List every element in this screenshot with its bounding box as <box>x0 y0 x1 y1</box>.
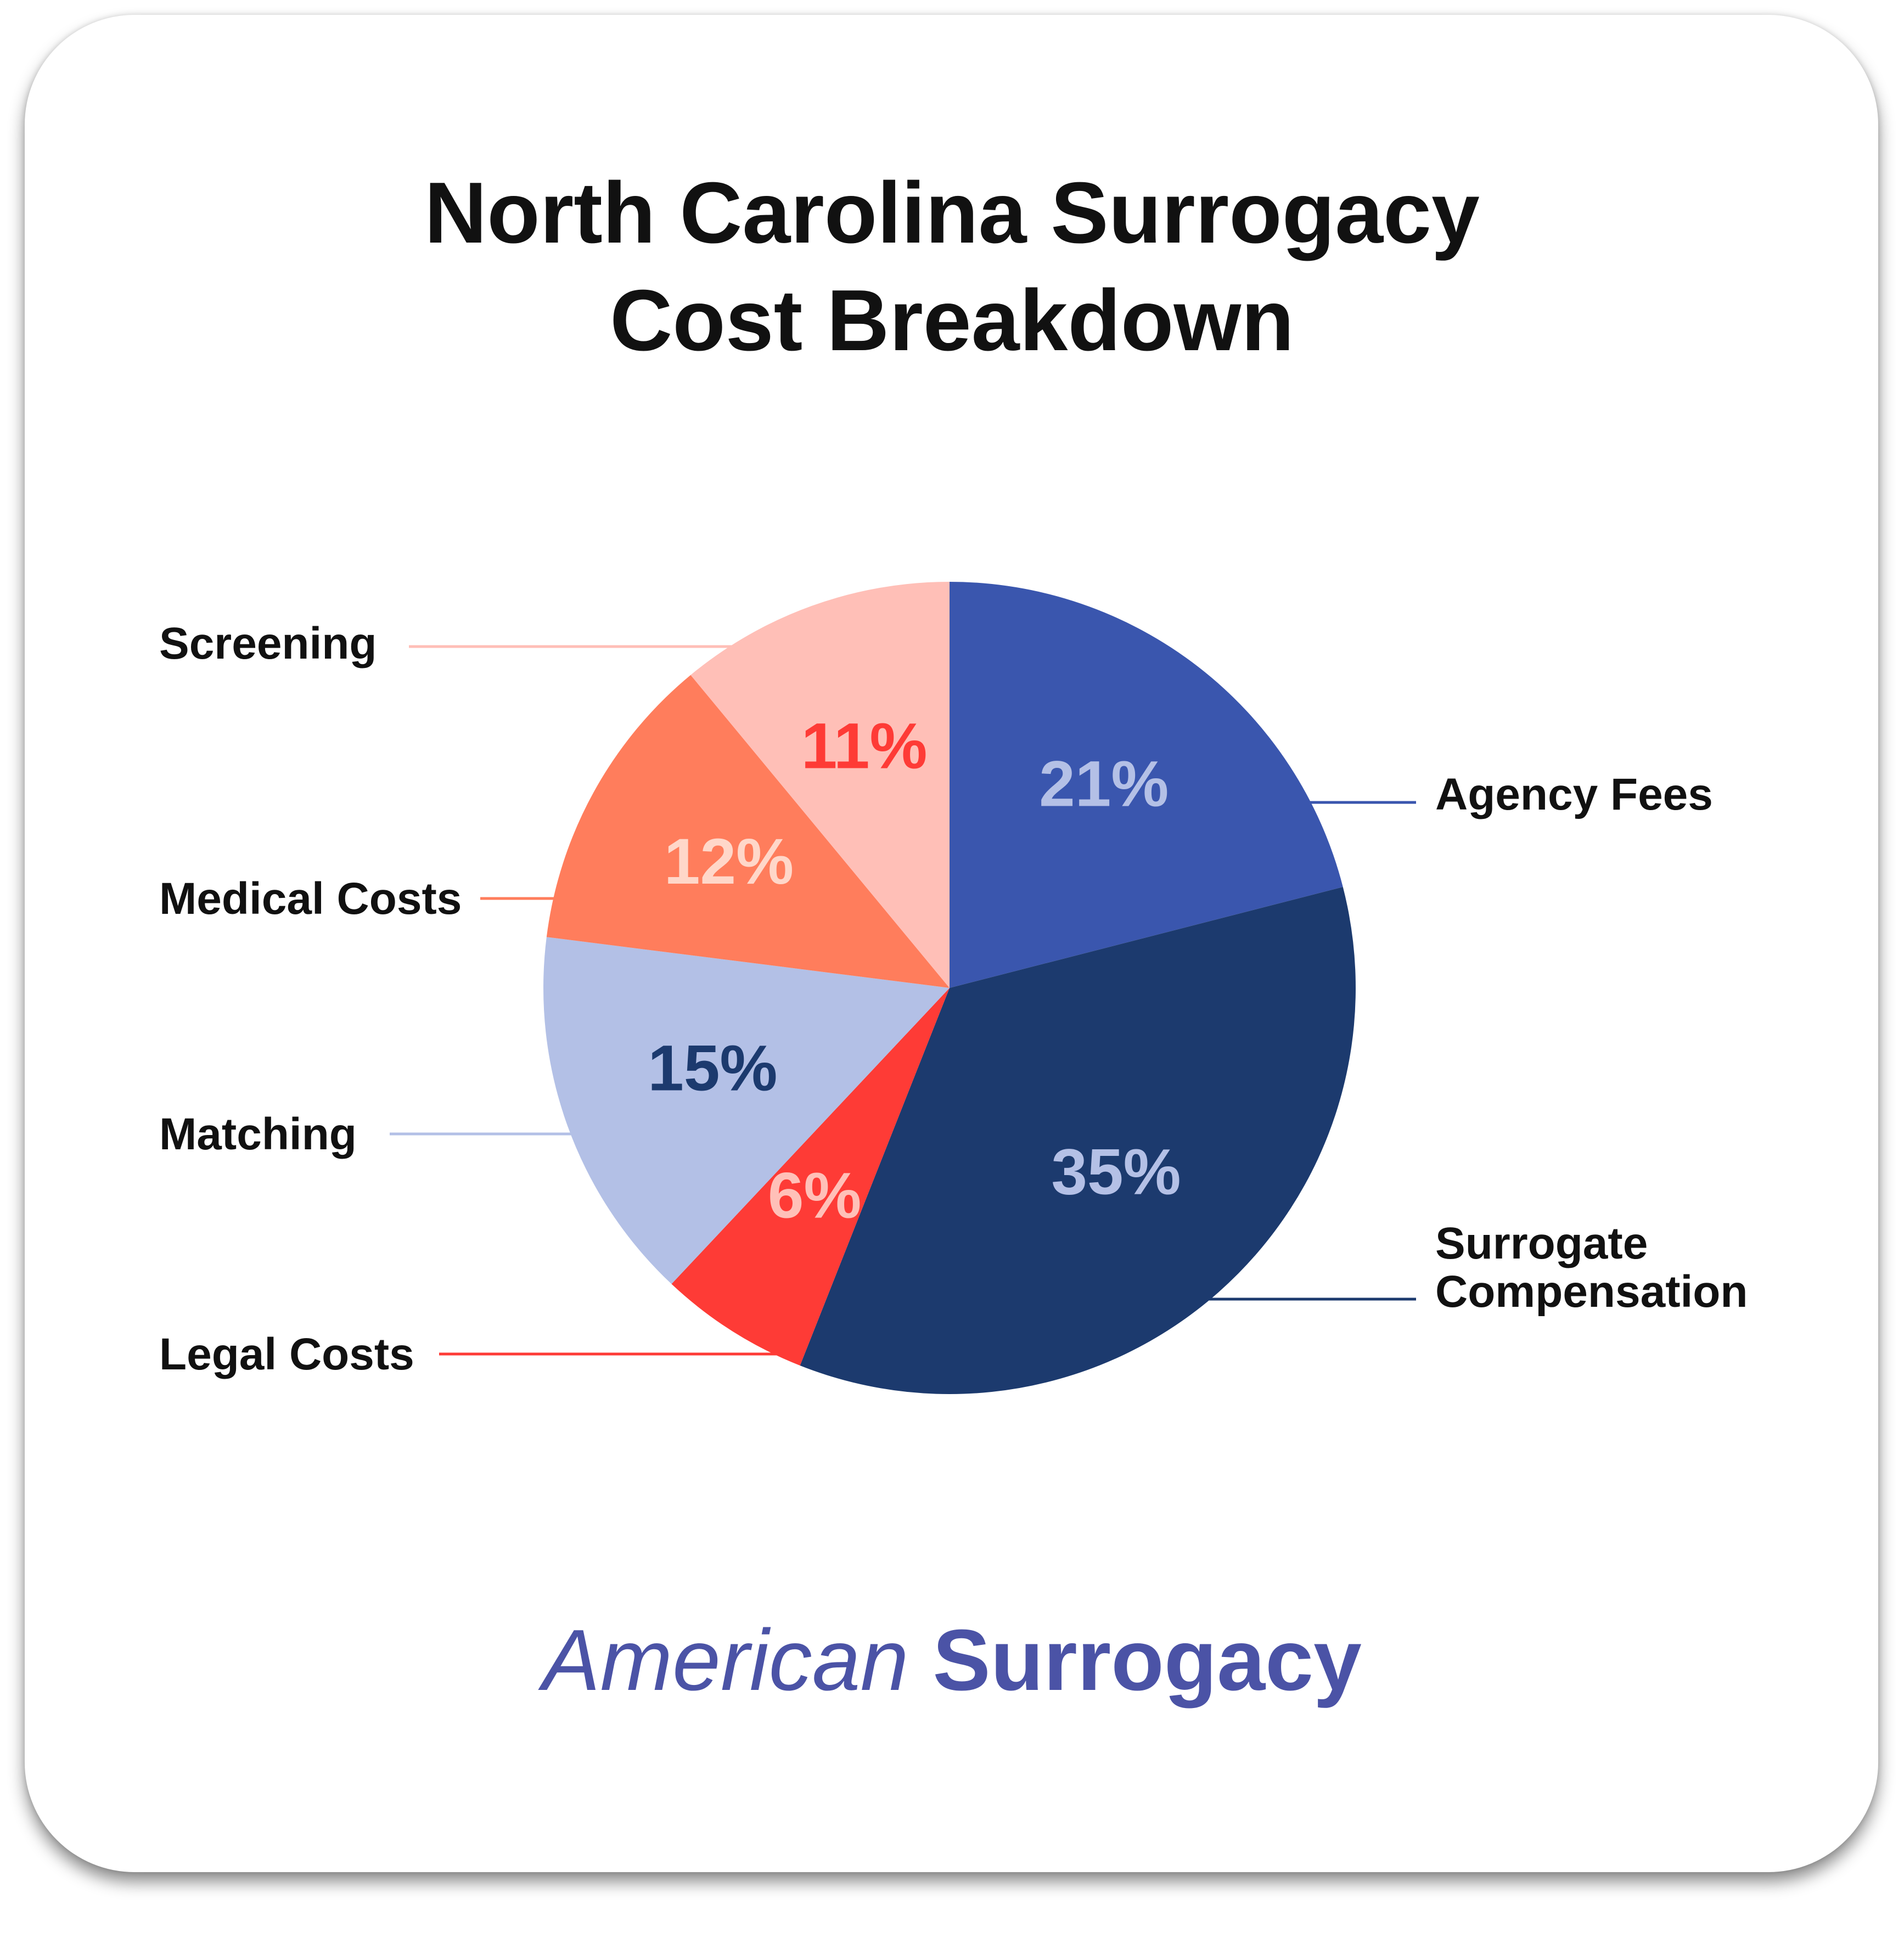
category-label-screening: Screening <box>159 619 377 669</box>
percent-label-surrogate-compensation: 35% <box>1051 1136 1181 1208</box>
category-label-line: Screening <box>159 619 377 669</box>
percent-labels: 21% 35% 6% 15% 12%11% <box>648 710 1181 1232</box>
pie-slice-surrogate-compensation <box>800 886 1356 1394</box>
pie-slice-matching <box>543 937 950 1284</box>
category-label-medical-costs: Medical Costs <box>159 874 462 924</box>
percent-label-legal-costs: 6% <box>768 1160 862 1232</box>
chart-title-line-1: North Carolina Surrogacy <box>424 165 1480 261</box>
percent-label-matching: 15% <box>648 1032 777 1105</box>
brand-logo: American Surrogacy <box>0 1605 1904 1715</box>
category-labels: Agency Fees Surrogate Compensation Legal Co… <box>159 619 1748 1379</box>
category-label-line: Surrogate <box>1435 1218 1648 1268</box>
percent-label-medical-costs: 12% <box>664 825 794 898</box>
brand-word-american: American <box>542 1612 909 1709</box>
category-label-line: Compensation <box>1435 1267 1748 1317</box>
chart-title-line-2: Cost Breakdown <box>610 272 1294 369</box>
pie-slice-medical-costs <box>546 675 950 988</box>
category-label-line: Matching <box>159 1109 357 1159</box>
chart-title: North Carolina Surrogacy Cost Breakdown <box>0 159 1904 374</box>
pie-slice-agency-fees <box>950 582 1343 988</box>
percent-label-screening: 11% <box>801 710 928 782</box>
category-label-agency-fees: Agency Fees <box>1435 769 1713 819</box>
pie-slice-legal-costs <box>671 988 950 1366</box>
category-label-surrogate-compensation: Surrogate Compensation <box>1435 1218 1748 1317</box>
category-label-legal-costs: Legal Costs <box>159 1329 414 1379</box>
pie-slice-screening <box>690 582 950 988</box>
pie-slices <box>543 582 1356 1394</box>
category-label-line: Legal Costs <box>159 1329 414 1379</box>
leader-lines <box>390 645 1416 1356</box>
category-label-line: Agency Fees <box>1435 769 1713 819</box>
brand-word-surrogacy: Surrogacy <box>933 1612 1362 1709</box>
percent-label-agency-fees: 21% <box>1039 748 1169 821</box>
category-label-line: Medical Costs <box>159 874 462 924</box>
category-label-matching: Matching <box>159 1109 357 1159</box>
